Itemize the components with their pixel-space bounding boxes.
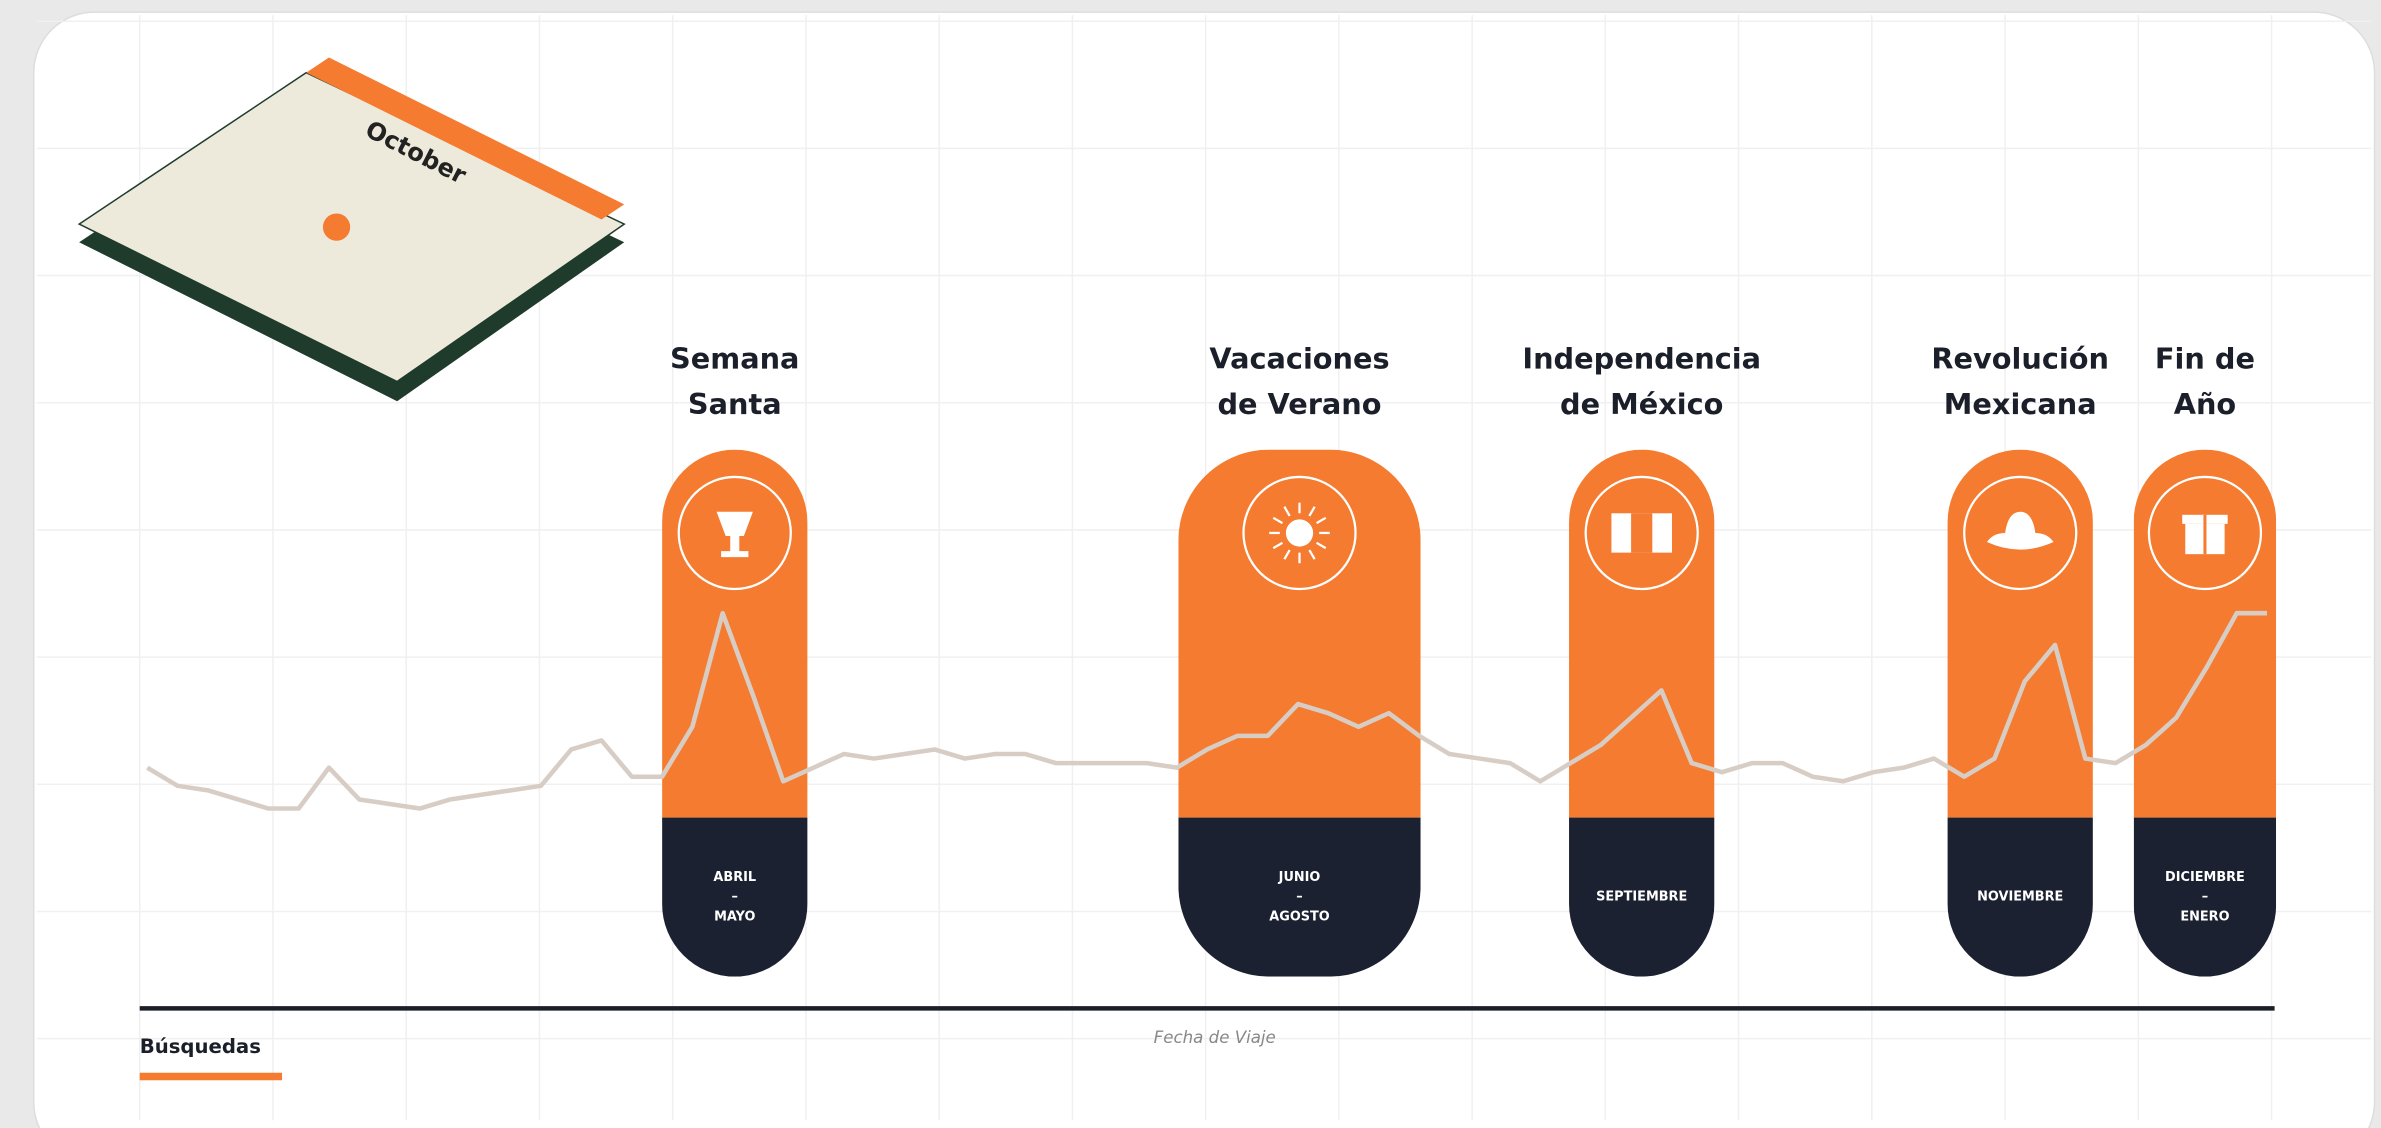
event-title: Año — [2174, 387, 2236, 421]
event-title: de México — [1560, 387, 1723, 421]
calendar-day — [323, 213, 350, 240]
event-title: Mexicana — [1944, 387, 2097, 421]
event-period: AGOSTO — [1269, 909, 1329, 924]
icon — [1286, 519, 1313, 546]
event-period: ABRIL — [713, 870, 756, 885]
event-title: Semana — [670, 341, 799, 375]
event-period: – — [1296, 890, 1302, 905]
pill-orange — [662, 450, 807, 818]
page: October Fecha de Viaje Búsquedas SemanaS… — [0, 0, 2381, 1128]
pill-orange — [1948, 450, 2093, 818]
event-title: Revolución — [1931, 341, 2109, 375]
event-period: JUNIO — [1278, 870, 1321, 885]
chart: October Fecha de Viaje Búsquedas SemanaS… — [0, 0, 2381, 1128]
icon — [1631, 513, 1652, 552]
event-period: ENERO — [2180, 909, 2229, 924]
event-period: – — [2202, 890, 2208, 905]
event-title: Santa — [688, 387, 782, 421]
event-period: MAYO — [714, 909, 755, 924]
legend-label: Búsquedas — [140, 1035, 261, 1058]
event-period: SEPTIEMBRE — [1596, 890, 1687, 905]
event-title: Vacaciones — [1209, 341, 1389, 375]
event-title: Independencia — [1522, 341, 1761, 375]
event-title: de Verano — [1217, 387, 1381, 421]
event-period: NOVIEMBRE — [1977, 890, 2063, 905]
event-title: Fin de — [2155, 341, 2255, 375]
x-axis-label: Fecha de Viaje — [1154, 1028, 1276, 1047]
event-period: DICIEMBRE — [2165, 870, 2245, 885]
event-period: – — [732, 890, 738, 905]
pill-orange — [2134, 450, 2276, 818]
